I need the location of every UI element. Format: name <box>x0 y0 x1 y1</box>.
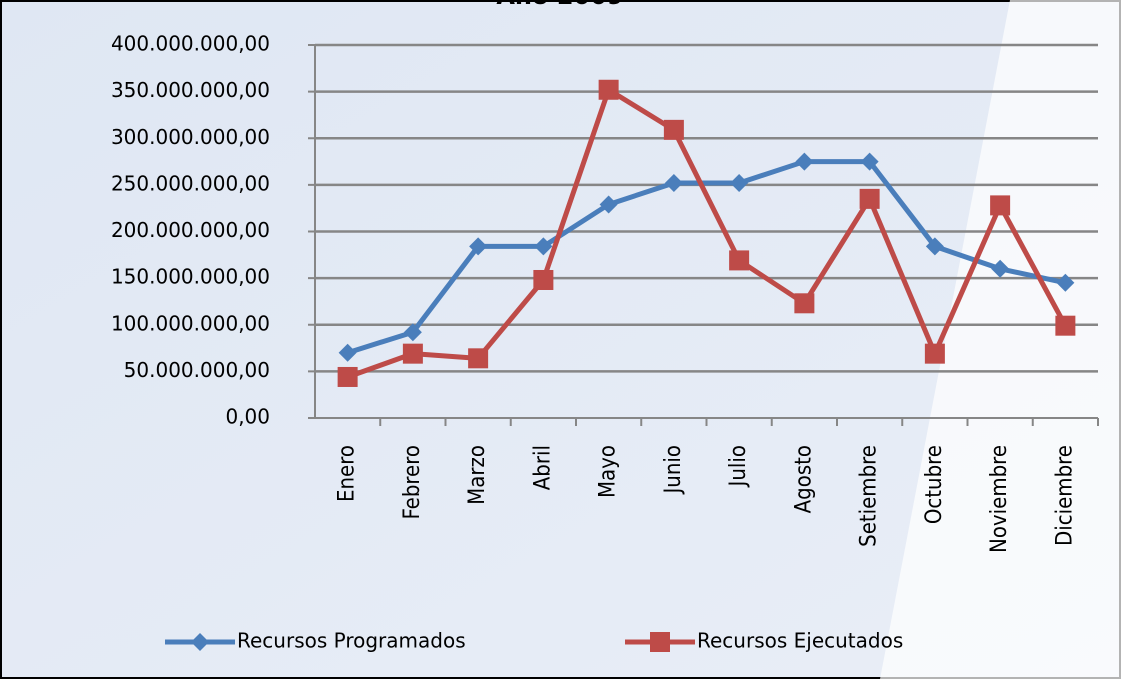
data-point <box>402 343 423 364</box>
data-point <box>1055 315 1076 336</box>
data-point <box>403 323 422 342</box>
y-tick-label: 100.000.000,00 <box>111 311 270 335</box>
data-point <box>663 119 684 140</box>
y-tick-label: 300.000.000,00 <box>111 125 270 149</box>
highlight-stripe <box>880 0 1121 679</box>
data-point <box>338 343 357 362</box>
x-tick-label: Julio <box>726 445 751 489</box>
x-tick-label: Enero <box>335 445 360 502</box>
data-point <box>664 174 683 193</box>
legend-label: Recursos Ejecutados <box>697 629 903 653</box>
x-tick-label: Febrero <box>400 445 425 520</box>
legend-marker <box>191 633 209 651</box>
x-tick-label: Noviembre <box>987 445 1012 553</box>
y-tick-label: 400.000.000,00 <box>111 32 270 56</box>
data-point <box>795 152 814 171</box>
data-point <box>729 250 750 271</box>
y-tick-label: 0,00 <box>225 405 270 429</box>
y-tick-label: 50.000.000,00 <box>124 358 270 382</box>
data-point <box>859 188 880 209</box>
data-point <box>533 269 554 290</box>
data-point <box>730 174 749 193</box>
x-tick-label: Setiembre <box>857 445 882 547</box>
data-point <box>1056 273 1075 292</box>
data-point <box>598 79 619 100</box>
x-tick-label: Agosto <box>791 445 816 513</box>
data-point <box>468 348 489 369</box>
x-tick-label: Diciembre <box>1052 445 1077 546</box>
data-point <box>924 343 945 364</box>
legend-marker <box>650 632 670 652</box>
x-tick-label: Mayo <box>596 445 621 498</box>
y-tick-label: 150.000.000,00 <box>111 265 270 289</box>
data-point <box>991 259 1010 278</box>
legend-label: Recursos Programados <box>237 629 466 653</box>
data-point <box>534 237 553 256</box>
data-point <box>469 237 488 256</box>
data-point <box>990 195 1011 216</box>
data-point <box>337 366 358 387</box>
y-tick-label: 350.000.000,00 <box>111 78 270 102</box>
chart-title: Año 2009 <box>496 0 623 10</box>
series-line <box>346 159 1066 356</box>
x-tick-label: Octubre <box>922 445 947 524</box>
data-point <box>860 152 879 171</box>
y-tick-label: 250.000.000,00 <box>111 171 270 195</box>
x-tick-label: Junio <box>661 445 686 496</box>
series-line <box>346 87 1068 380</box>
y-tick-label: 200.000.000,00 <box>111 218 270 242</box>
x-tick-label: Marzo <box>465 445 490 505</box>
data-point <box>599 195 618 214</box>
x-tick-label: Abril <box>530 445 555 490</box>
data-point <box>925 237 944 256</box>
data-point <box>794 293 815 314</box>
